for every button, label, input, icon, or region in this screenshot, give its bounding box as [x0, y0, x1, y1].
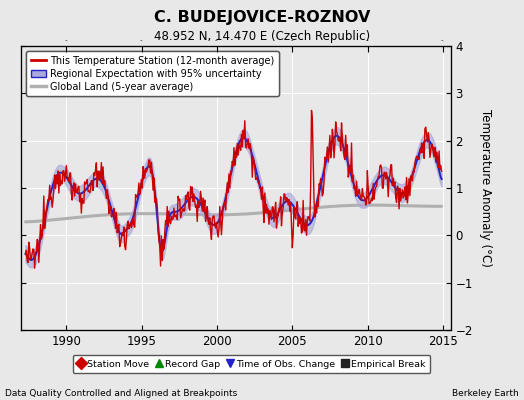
Legend: This Temperature Station (12-month average), Regional Expectation with 95% uncer: This Temperature Station (12-month avera…	[26, 51, 279, 96]
Text: Data Quality Controlled and Aligned at Breakpoints: Data Quality Controlled and Aligned at B…	[5, 389, 237, 398]
Text: C. BUDEJOVICE-ROZNOV: C. BUDEJOVICE-ROZNOV	[154, 10, 370, 25]
Y-axis label: Temperature Anomaly (°C): Temperature Anomaly (°C)	[479, 109, 493, 267]
Text: Berkeley Earth: Berkeley Earth	[452, 389, 519, 398]
Legend: Station Move, Record Gap, Time of Obs. Change, Empirical Break: Station Move, Record Gap, Time of Obs. C…	[72, 355, 431, 373]
Text: 48.952 N, 14.470 E (Czech Republic): 48.952 N, 14.470 E (Czech Republic)	[154, 30, 370, 43]
